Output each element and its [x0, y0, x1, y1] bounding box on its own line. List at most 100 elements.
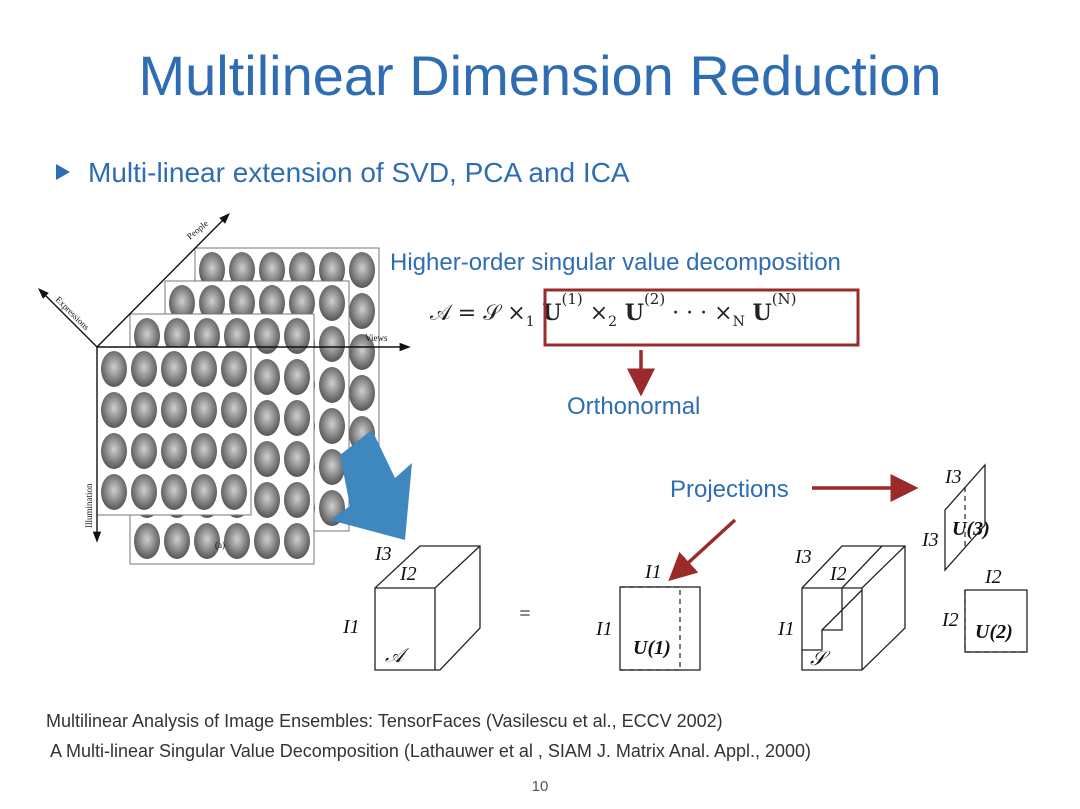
formula-part: 2	[608, 314, 617, 330]
face	[254, 482, 280, 518]
diagram-label: I3	[374, 543, 392, 565]
face	[229, 252, 255, 288]
u2-matrix	[964, 589, 1028, 653]
face	[161, 433, 187, 469]
formula-part: ×	[583, 301, 608, 326]
face	[191, 433, 217, 469]
face	[131, 351, 157, 387]
face	[349, 252, 375, 288]
face	[101, 433, 127, 469]
page-number: 10	[532, 778, 549, 795]
face	[254, 318, 280, 354]
face	[254, 359, 280, 395]
face	[191, 351, 217, 387]
face	[319, 285, 345, 321]
face	[284, 441, 310, 477]
formula-part: N	[733, 314, 745, 330]
face	[254, 523, 280, 559]
diagram-label: I2	[399, 563, 417, 585]
face	[169, 285, 195, 321]
highlight-box	[543, 288, 860, 347]
diagram-label: I1	[595, 618, 613, 640]
bullet-text: Multi-linear extension of SVD, PCA and I…	[88, 157, 630, 188]
face	[134, 318, 160, 354]
face	[221, 433, 247, 469]
diagram-label: I2	[941, 609, 959, 631]
formula-part: U	[617, 300, 644, 326]
diagram-label: I3	[944, 466, 962, 488]
diagram-label: I1	[644, 561, 662, 583]
u1-matrix	[619, 586, 701, 671]
face	[289, 252, 315, 288]
axis	[38, 288, 98, 348]
core-tensor	[801, 545, 906, 671]
face	[349, 334, 375, 370]
formula-part: (2)	[644, 290, 665, 308]
face	[164, 318, 190, 354]
face	[161, 351, 187, 387]
diagram-label: U(2)	[975, 621, 1013, 643]
formula-part: U	[535, 300, 562, 326]
diagram-label: I2	[829, 563, 847, 585]
face	[284, 318, 310, 354]
orthonormal-label: Orthonormal	[567, 393, 700, 420]
big-arrow	[330, 430, 412, 540]
face	[349, 375, 375, 411]
face	[194, 523, 220, 559]
face	[254, 441, 280, 477]
face	[284, 482, 310, 518]
face	[319, 449, 345, 485]
face	[221, 351, 247, 387]
face	[224, 318, 250, 354]
diagram-label: 𝒜	[385, 645, 410, 667]
axis-label: Views	[365, 333, 388, 343]
face	[191, 392, 217, 428]
face	[319, 252, 345, 288]
tensor-a	[374, 545, 481, 671]
face	[319, 326, 345, 362]
face	[134, 523, 160, 559]
diagram-label: I2	[984, 566, 1002, 588]
u3-matrix	[944, 463, 986, 572]
face	[131, 392, 157, 428]
face	[164, 523, 190, 559]
face	[101, 392, 127, 428]
face	[319, 408, 345, 444]
diagram-label: U(3)	[952, 518, 990, 540]
formula-part: · · · ×	[665, 301, 732, 326]
face	[259, 252, 285, 288]
bullet-marker	[56, 164, 70, 180]
arrow	[668, 518, 737, 582]
slide-title: Multilinear Dimension Reduction	[138, 44, 941, 107]
hosvd-heading: Higher-order singular value decompositio…	[390, 249, 841, 276]
face	[221, 474, 247, 510]
diagram-label: I3	[794, 546, 812, 568]
face	[224, 523, 250, 559]
diagram-label: I1	[342, 616, 360, 638]
face	[289, 285, 315, 321]
formula-part: 𝒜 = 𝒮 ×	[430, 301, 526, 326]
diagram-label: I3	[921, 529, 939, 551]
projections-label: Projections	[670, 476, 789, 503]
face	[229, 285, 255, 321]
formula-part: (N)	[772, 290, 797, 308]
face	[319, 367, 345, 403]
face	[221, 392, 247, 428]
diagram-label: I1	[777, 618, 795, 640]
formula-part: 1	[526, 314, 535, 330]
face	[161, 392, 187, 428]
face	[194, 318, 220, 354]
axis-label: Illumination	[84, 483, 94, 528]
face	[254, 400, 280, 436]
face	[284, 400, 310, 436]
face	[101, 474, 127, 510]
face	[349, 293, 375, 329]
face	[199, 252, 225, 288]
formula-part: U	[745, 300, 772, 326]
face	[131, 474, 157, 510]
face	[284, 523, 310, 559]
formula-part: (1)	[561, 290, 582, 308]
axis-label: (a)	[215, 540, 225, 550]
